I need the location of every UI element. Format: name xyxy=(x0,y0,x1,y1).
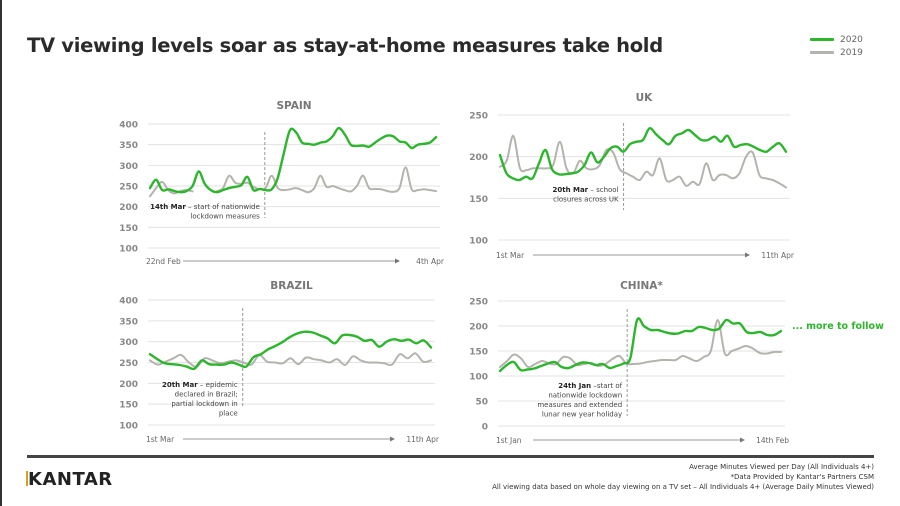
y-tick-label: 250 xyxy=(119,359,138,369)
y-tick-label: 100 xyxy=(119,245,138,255)
y-tick-label: 200 xyxy=(119,380,138,390)
legend-swatch-2020 xyxy=(810,38,834,41)
x-axis-arrowhead xyxy=(395,258,400,264)
legend-label-2019: 2019 xyxy=(840,47,863,58)
annotation-line: 20th Mar – epidemic xyxy=(162,381,238,389)
y-tick-label: 50 xyxy=(475,398,488,408)
y-tick-label: 100 xyxy=(469,237,488,247)
series-line-2019 xyxy=(149,352,432,368)
series-line-2020 xyxy=(498,127,788,182)
annotation-line: 24th Jan –start of xyxy=(558,382,622,390)
series-line-2019 xyxy=(499,318,782,369)
footer-divider xyxy=(27,455,874,458)
annotation-line: 14th Mar – start of nationwide xyxy=(150,203,260,211)
x-start-label: 1st Mar xyxy=(496,251,525,260)
x-end-label: 14th Feb xyxy=(756,436,789,445)
y-tick-label: 250 xyxy=(469,298,488,308)
y-tick-label: 400 xyxy=(119,121,138,131)
annotation-line: declared in Brazil; xyxy=(175,391,238,399)
footer-note-3: All viewing data based on whole day view… xyxy=(492,483,874,491)
chart-brazil: BRAZIL 100 150 200 250 300 350 400 20th Mar – ep… xyxy=(119,280,440,444)
x-end-label: 11th Apr xyxy=(761,251,795,260)
annotation-line: measures and extended xyxy=(537,401,622,409)
x-start-label: 22nd Feb xyxy=(146,257,181,266)
annotation-line: lunar new year holiday xyxy=(542,411,622,419)
y-tick-label: 250 xyxy=(469,112,488,122)
legend-label-2020: 2020 xyxy=(840,34,863,45)
series-line-2020 xyxy=(498,317,783,373)
annotation-line: nationwide lockdown xyxy=(548,392,622,400)
y-tick-label: 100 xyxy=(469,373,488,383)
series-line-2019 xyxy=(499,134,787,189)
x-start-label: 1st Jan xyxy=(496,436,522,445)
logo-accent-bar xyxy=(26,471,28,486)
y-tick-label: 400 xyxy=(119,297,138,307)
y-tick-label: 300 xyxy=(119,162,138,172)
annotation-line: closures across UK xyxy=(553,196,619,204)
y-tick-label: 250 xyxy=(119,183,138,193)
footer-notes: Average Minutes Viewed per Day (All Indi… xyxy=(492,462,874,492)
legend: 2020 2019 xyxy=(810,33,863,59)
chart-china: CHINA* 0 50 100 150 200 250 24th Jan –start of n… xyxy=(469,280,789,445)
x-axis-arrowhead xyxy=(745,252,750,258)
y-tick-label: 350 xyxy=(119,317,138,327)
x-end-label: 4th Apr xyxy=(416,257,445,266)
x-axis-arrowhead xyxy=(390,436,395,442)
y-tick-label: 100 xyxy=(119,422,138,432)
series-line-2019 xyxy=(149,166,437,198)
y-tick-label: 350 xyxy=(119,141,138,151)
kantar-logo: KANTAR xyxy=(26,469,113,490)
chart-uk: UK 100 150 200 250 20th Mar – school closures … xyxy=(469,92,795,260)
y-tick-label: 200 xyxy=(469,323,488,333)
x-axis-arrowhead xyxy=(740,437,745,443)
y-tick-label: 150 xyxy=(469,348,488,358)
y-tick-label: 200 xyxy=(469,153,488,163)
footer-note-2: *Data Provided by Kantar's Partners CSM xyxy=(730,473,874,481)
footer-note-1: Average Minutes Viewed per Day (All Indi… xyxy=(689,463,874,471)
chart-title: CHINA* xyxy=(620,280,663,292)
y-tick-label: 0 xyxy=(482,423,488,433)
left-border xyxy=(0,0,2,506)
x-start-label: 1st Mar xyxy=(146,435,175,444)
y-tick-label: 150 xyxy=(469,195,488,205)
x-end-label: 11th Apr xyxy=(406,435,440,444)
annotation-line: partial lockdown in xyxy=(171,400,237,408)
chart-title: UK xyxy=(636,92,654,104)
page-title: TV viewing levels soar as stay-at-home m… xyxy=(27,34,663,57)
annotation-line: lockdown measures xyxy=(190,213,260,221)
y-tick-label: 150 xyxy=(119,224,138,234)
legend-swatch-2019 xyxy=(810,51,834,54)
y-tick-label: 150 xyxy=(119,401,138,411)
chart-title: SPAIN xyxy=(276,100,311,112)
y-tick-label: 200 xyxy=(119,203,138,213)
legend-item-2020: 2020 xyxy=(810,33,863,46)
series-line-2020 xyxy=(148,126,438,194)
more-to-follow-note: ... more to follow xyxy=(792,321,884,332)
annotation-line: place xyxy=(219,410,238,418)
series-line-2020 xyxy=(148,330,433,371)
logo-text: KANTAR xyxy=(28,469,113,490)
chart-title: BRAZIL xyxy=(270,280,313,292)
annotation-line: 20th Mar – school xyxy=(552,186,618,194)
y-tick-label: 300 xyxy=(119,338,138,348)
legend-item-2019: 2019 xyxy=(810,46,863,59)
chart-spain: SPAIN 100 150 200 250 300 350 400 14th Mar – sta… xyxy=(119,100,445,266)
